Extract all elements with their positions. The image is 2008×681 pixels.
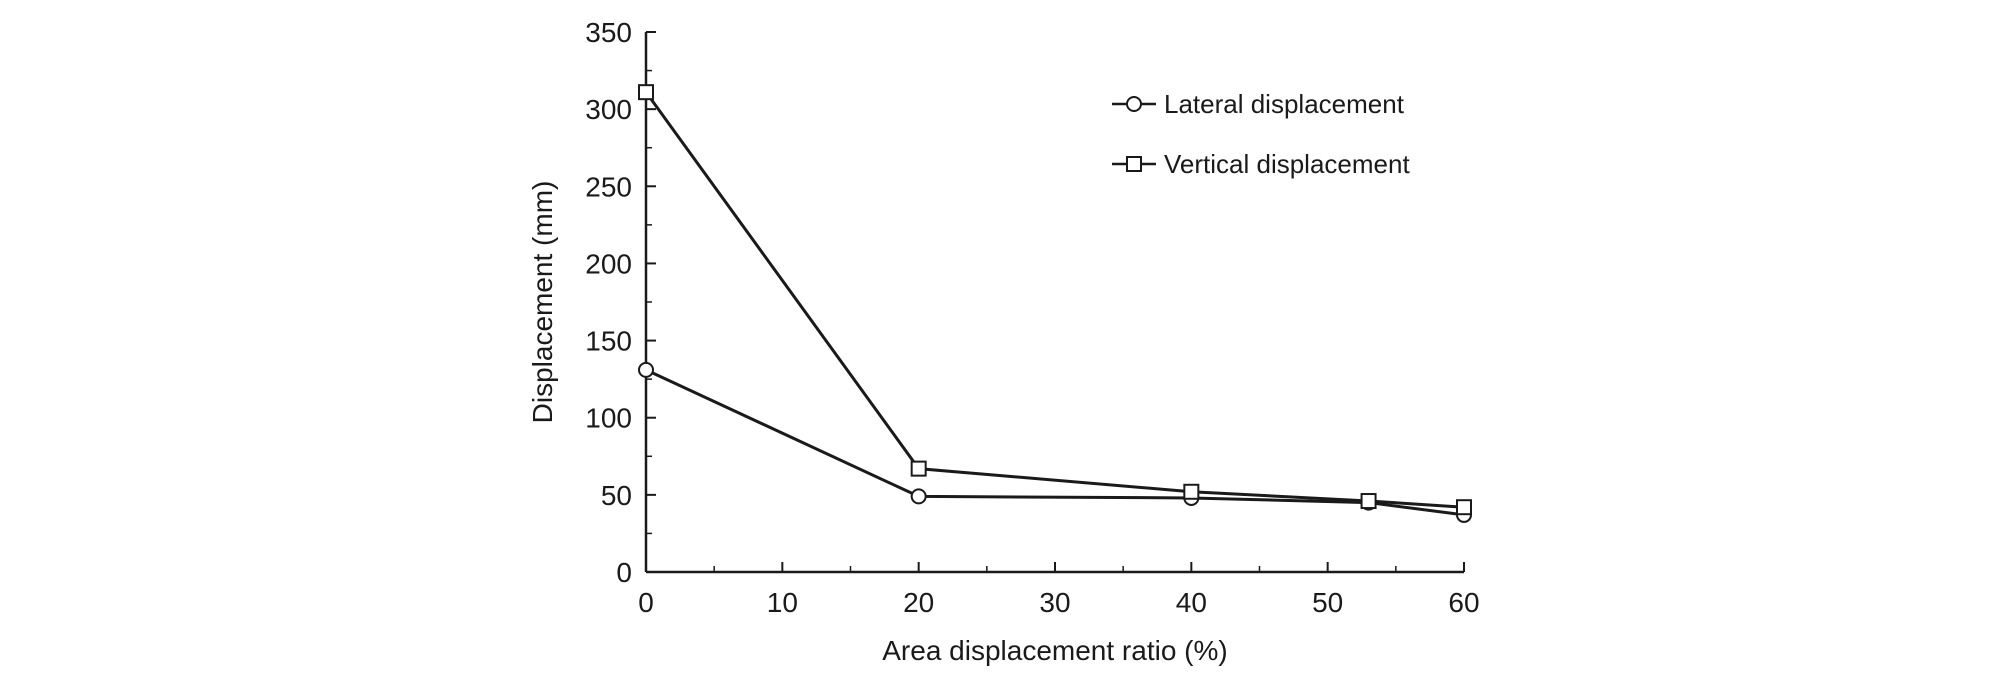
y-tick-label: 0: [616, 557, 632, 588]
x-tick-label: 0: [638, 587, 654, 618]
y-axis-title: Displacement (mm): [527, 181, 558, 424]
x-tick-label: 60: [1448, 587, 1479, 618]
legend-marker-vertical: [1126, 156, 1142, 172]
axes-group: 0 50 100 150 200 250 300 350 0 10 20 30 40 50 60: [585, 17, 1479, 618]
legend-marker-lateral: [1126, 96, 1142, 112]
series-lateral: [638, 361, 1472, 523]
legend-item-vertical: Vertical displacement: [1112, 149, 1410, 179]
data-point-vertical: [1360, 493, 1377, 510]
legend-item-lateral: Lateral displacement: [1112, 89, 1405, 119]
legend: Lateral displacement Vertical displacemen…: [1112, 89, 1410, 179]
legend-label-lateral: Lateral displacement: [1164, 89, 1405, 119]
data-point-vertical: [910, 460, 927, 477]
x-tick-label: 50: [1312, 587, 1343, 618]
data-point-vertical: [1456, 499, 1472, 516]
x-axis-title: Area displacement ratio (%): [882, 635, 1227, 666]
series-vertical: [638, 84, 1472, 516]
y-tick-label: 50: [601, 480, 632, 511]
x-tick-label: 10: [767, 587, 798, 618]
data-point-vertical: [1183, 483, 1200, 500]
x-tick-label: 20: [903, 587, 934, 618]
data-point-lateral: [910, 488, 927, 505]
y-tick-label: 300: [585, 94, 632, 125]
x-tick-label: 40: [1176, 587, 1207, 618]
data-point-lateral: [638, 361, 654, 378]
y-tick-label: 250: [585, 171, 632, 202]
legend-label-vertical: Vertical displacement: [1164, 149, 1410, 179]
series-line-lateral: [645, 368, 1465, 517]
y-tick-label: 200: [585, 248, 632, 279]
y-tick-label: 100: [585, 403, 632, 434]
data-point-vertical: [638, 84, 654, 101]
x-tick-label: 30: [1039, 587, 1070, 618]
series-group: [638, 84, 1472, 523]
y-tick-label: 350: [585, 17, 632, 48]
y-tick-label: 150: [585, 326, 632, 357]
